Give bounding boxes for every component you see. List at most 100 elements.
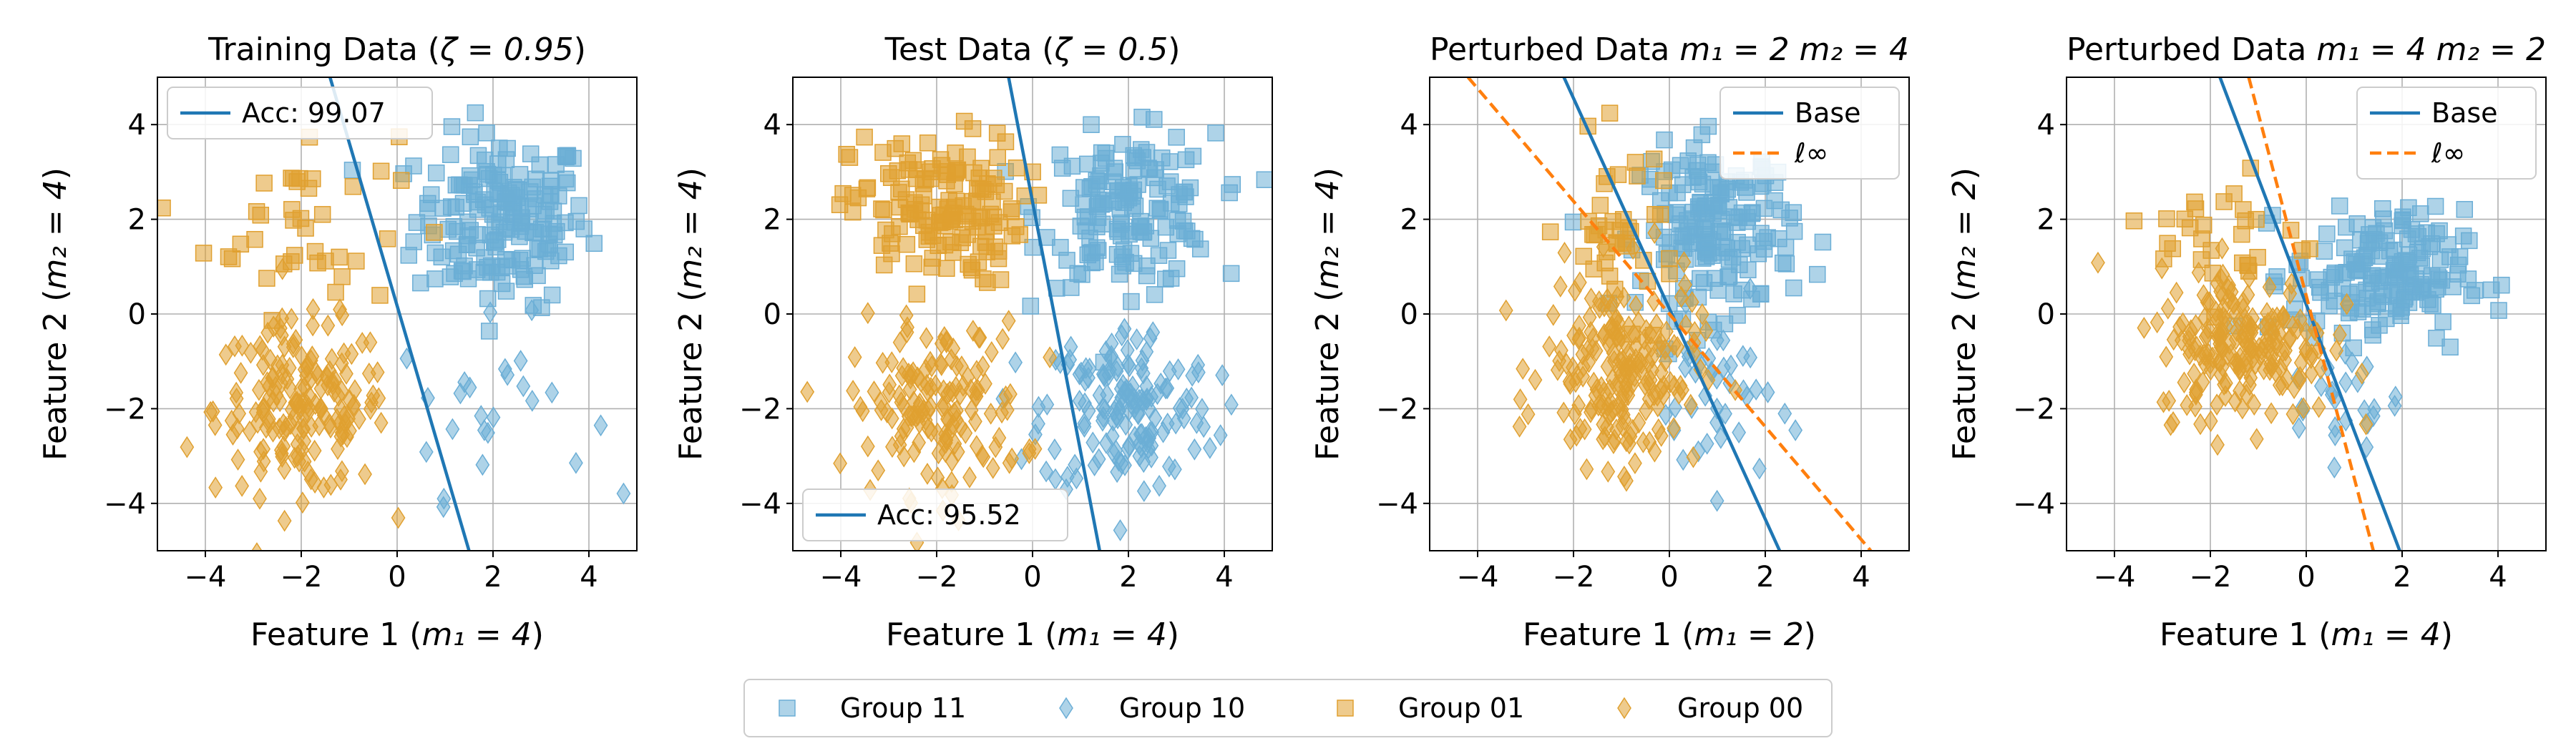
data-point — [909, 211, 927, 228]
data-point — [486, 406, 501, 428]
data-point — [1092, 167, 1109, 185]
data-point — [2298, 337, 2313, 360]
base-boundary-line — [328, 77, 471, 551]
data-point — [1686, 446, 1701, 468]
x-tick-label: −4 — [185, 561, 227, 594]
data-point — [2195, 370, 2210, 393]
data-point — [2159, 345, 2174, 368]
data-point — [1774, 255, 1792, 272]
data-point — [2223, 343, 2238, 365]
data-point — [230, 448, 245, 471]
legend-line-label: Base — [2431, 97, 2498, 129]
data-point — [1733, 204, 1751, 222]
data-point — [2381, 242, 2399, 260]
data-point — [1011, 226, 1028, 243]
data-point — [2212, 350, 2227, 373]
cluster-group-01 — [157, 128, 443, 329]
data-point — [2233, 380, 2247, 402]
data-point — [2180, 394, 2195, 416]
data-point — [1152, 474, 1166, 497]
legend-line-label: ℓ∞ — [2431, 137, 2465, 169]
data-point — [1146, 321, 1161, 343]
data-point — [258, 270, 275, 287]
data-point — [1077, 416, 1092, 438]
data-point — [2363, 270, 2380, 288]
data-point — [923, 258, 940, 276]
legend-label: Group 11 — [840, 692, 966, 724]
data-point — [2169, 281, 2184, 304]
data-point — [2403, 221, 2421, 238]
x-axis-label: Feature 1 (m₁ = 2) — [1523, 617, 1816, 653]
data-point — [2238, 307, 2253, 330]
data-point — [1141, 437, 1156, 460]
data-point — [208, 476, 223, 499]
x-tick-label: −4 — [820, 561, 862, 594]
cluster-group-01 — [831, 112, 1048, 303]
data-point — [2191, 261, 2206, 284]
data-point — [1694, 303, 1709, 325]
data-point — [545, 202, 562, 220]
data-point — [1610, 285, 1625, 308]
data-point — [2247, 393, 2262, 416]
data-point — [2181, 219, 2199, 237]
data-point — [871, 459, 886, 482]
data-point — [1117, 318, 1132, 340]
data-point — [2158, 210, 2175, 227]
data-point — [2203, 410, 2218, 433]
data-point — [2336, 239, 2353, 257]
y-axis-label-text: Feature 2 ( — [1946, 290, 1983, 461]
data-point — [1694, 250, 1712, 267]
data-point — [1743, 346, 1758, 369]
data-point — [855, 400, 870, 423]
data-point — [1162, 360, 1177, 383]
x-tick-label: 4 — [580, 561, 597, 594]
legend-box — [167, 87, 433, 139]
data-point — [1202, 436, 1217, 459]
legend-line-label: ℓ∞ — [1794, 137, 1828, 169]
data-point — [2434, 313, 2451, 330]
data-point — [887, 139, 904, 157]
data-point — [2210, 393, 2225, 416]
data-point — [1661, 265, 1678, 283]
chart-title: Perturbed Data m₁ = 4 m₂ = 2 — [2067, 31, 2546, 68]
data-point — [567, 212, 585, 230]
data-point — [514, 250, 531, 267]
data-point — [371, 387, 386, 410]
legend-marker-group-11 — [779, 700, 796, 717]
data-point — [906, 361, 921, 383]
data-point — [291, 445, 305, 468]
data-point — [2235, 201, 2252, 218]
data-point — [1513, 388, 1528, 411]
data-point — [2441, 338, 2459, 356]
data-point — [2451, 248, 2469, 265]
data-point — [277, 458, 292, 481]
data-point — [400, 247, 418, 264]
data-point — [2155, 257, 2170, 280]
data-point — [1601, 460, 1616, 483]
data-point — [513, 350, 528, 372]
data-point — [1752, 177, 1770, 195]
data-point — [306, 242, 324, 260]
x-axis-label-suffix: ) — [1804, 617, 1816, 653]
data-point — [1612, 350, 1627, 373]
data-point — [467, 104, 484, 122]
data-point — [2391, 255, 2409, 273]
data-point — [1809, 265, 1826, 283]
data-point — [905, 255, 923, 273]
data-point — [1655, 172, 1672, 190]
data-point — [2275, 340, 2290, 363]
x-axis-label-text: Feature 1 ( — [1523, 617, 1694, 653]
data-point — [2249, 428, 2264, 451]
data-point — [1743, 278, 1757, 300]
data-point — [1119, 378, 1134, 401]
data-point — [995, 328, 1010, 350]
data-point — [833, 452, 847, 475]
data-point — [308, 393, 323, 416]
data-point — [931, 442, 946, 465]
data-point — [1619, 430, 1634, 453]
data-point — [877, 221, 894, 239]
data-point — [457, 370, 472, 393]
data-point — [1646, 290, 1662, 313]
data-point — [2482, 281, 2500, 299]
